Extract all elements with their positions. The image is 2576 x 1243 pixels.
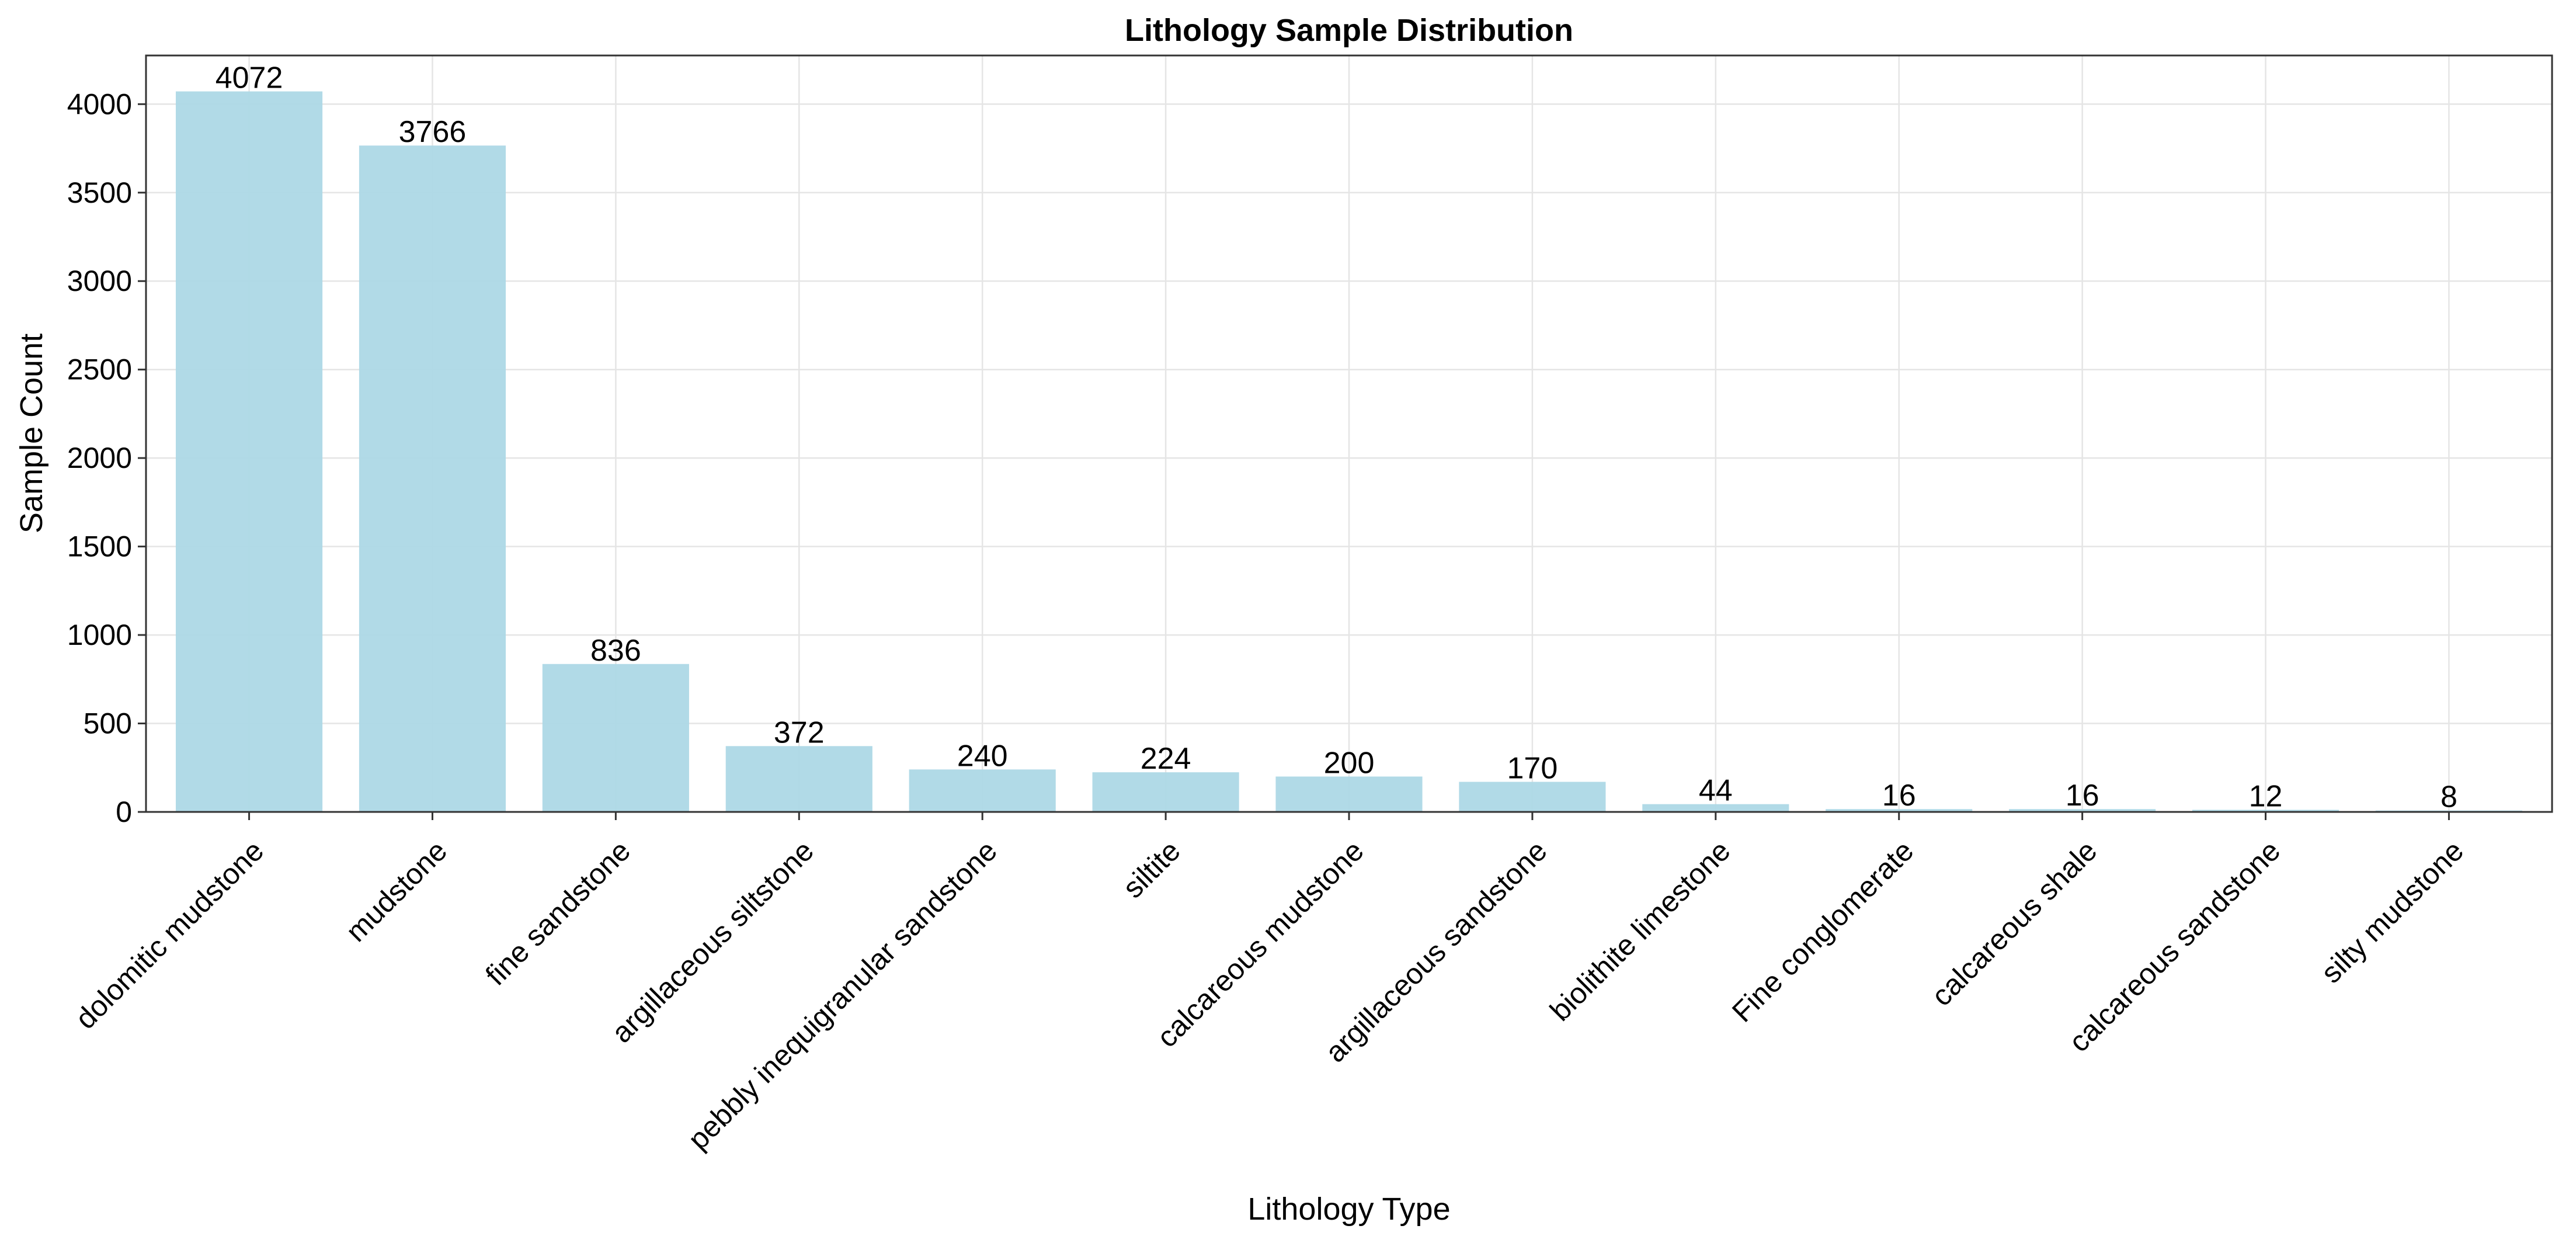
bar-value-label: 836 [590, 634, 641, 668]
bar [359, 145, 506, 812]
grid-lines [146, 55, 2552, 813]
x-tick-label: biolithite limestone [1543, 834, 1736, 1027]
x-tick-label: dolomitic mudstone [69, 834, 270, 1035]
bar-value-label: 224 [1141, 742, 1191, 776]
bar [2009, 809, 2156, 812]
bar [909, 769, 1056, 812]
bar [176, 91, 323, 813]
x-tick-label: silty mudstone [2315, 834, 2470, 989]
y-axis-label: Sample Count [14, 334, 49, 533]
bar [1459, 782, 1606, 812]
x-tick-label: calcareous sandstone [2063, 834, 2287, 1058]
data-labels: 4072 3766 836 372 240 224 200 170 44 16 16 12 8 [215, 61, 2457, 814]
bar-value-label: 200 [1324, 746, 1375, 780]
bar-value-label: 44 [1699, 774, 1733, 808]
x-axis-label: Lithology Type [1247, 1192, 1450, 1227]
bar [1642, 804, 1789, 812]
y-tick-label: 4000 [67, 88, 132, 120]
bar-value-label: 8 [2441, 780, 2457, 814]
x-tick-label: pebbly inequigranular sandstone [682, 834, 1003, 1156]
y-tick-label: 1000 [67, 619, 132, 651]
x-tick-label: siltite [1117, 834, 1187, 904]
bar [1092, 772, 1239, 812]
x-axis: dolomitic mudstone mudstone fine sandstone… [69, 812, 2470, 1156]
y-tick-label: 0 [116, 796, 132, 828]
y-tick-label: 500 [84, 707, 132, 740]
y-axis: 0 500 1000 1500 2000 2500 3000 3500 4000 [67, 88, 146, 828]
bar-value-label: 170 [1507, 752, 1558, 786]
x-tick-label: fine sandstone [479, 834, 637, 992]
bar-value-label: 4072 [215, 61, 283, 95]
bar-value-label: 240 [957, 739, 1008, 773]
x-tick-label: mudstone [339, 834, 453, 948]
y-tick-label: 2500 [67, 353, 132, 386]
y-tick-label: 1500 [67, 530, 132, 563]
x-tick-label: calcareous shale [1925, 834, 2103, 1012]
x-tick-label: Fine conglomerate [1726, 834, 1920, 1028]
bar [725, 746, 872, 812]
bar [2192, 810, 2339, 812]
bar-value-label: 372 [774, 716, 825, 749]
y-tick-label: 2000 [67, 442, 132, 474]
bar-value-label: 12 [2249, 779, 2283, 813]
x-tick-label: calcareous mudstone [1150, 834, 1370, 1054]
y-tick-label: 3000 [67, 265, 132, 297]
bar-value-label: 3766 [399, 115, 467, 149]
bars [176, 91, 2522, 813]
bar [542, 664, 689, 812]
bar [1275, 776, 1423, 812]
bar-value-label: 16 [1882, 779, 1916, 813]
y-tick-label: 3500 [67, 176, 132, 209]
bar [1826, 809, 1973, 812]
chart-title: Lithology Sample Distribution [1125, 13, 1573, 48]
x-tick-label: argillaceous siltstone [605, 834, 820, 1049]
bar-value-label: 16 [2066, 779, 2099, 813]
